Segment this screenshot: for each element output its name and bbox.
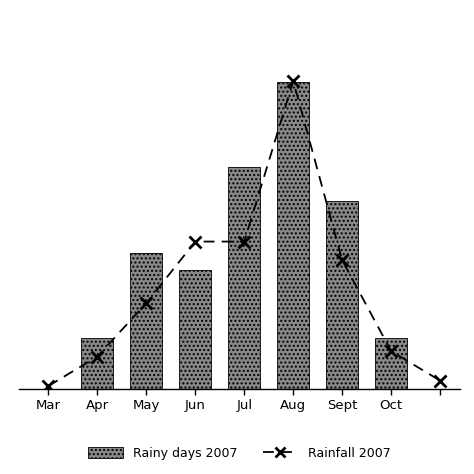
Bar [130,253,162,389]
Bar [277,82,309,389]
Bar [375,337,407,389]
Bar [228,167,260,389]
Bar [82,337,113,389]
Bar [326,201,358,389]
Bar [179,270,211,389]
Legend: Rainy days 2007, Rainfall 2007: Rainy days 2007, Rainfall 2007 [83,442,395,465]
